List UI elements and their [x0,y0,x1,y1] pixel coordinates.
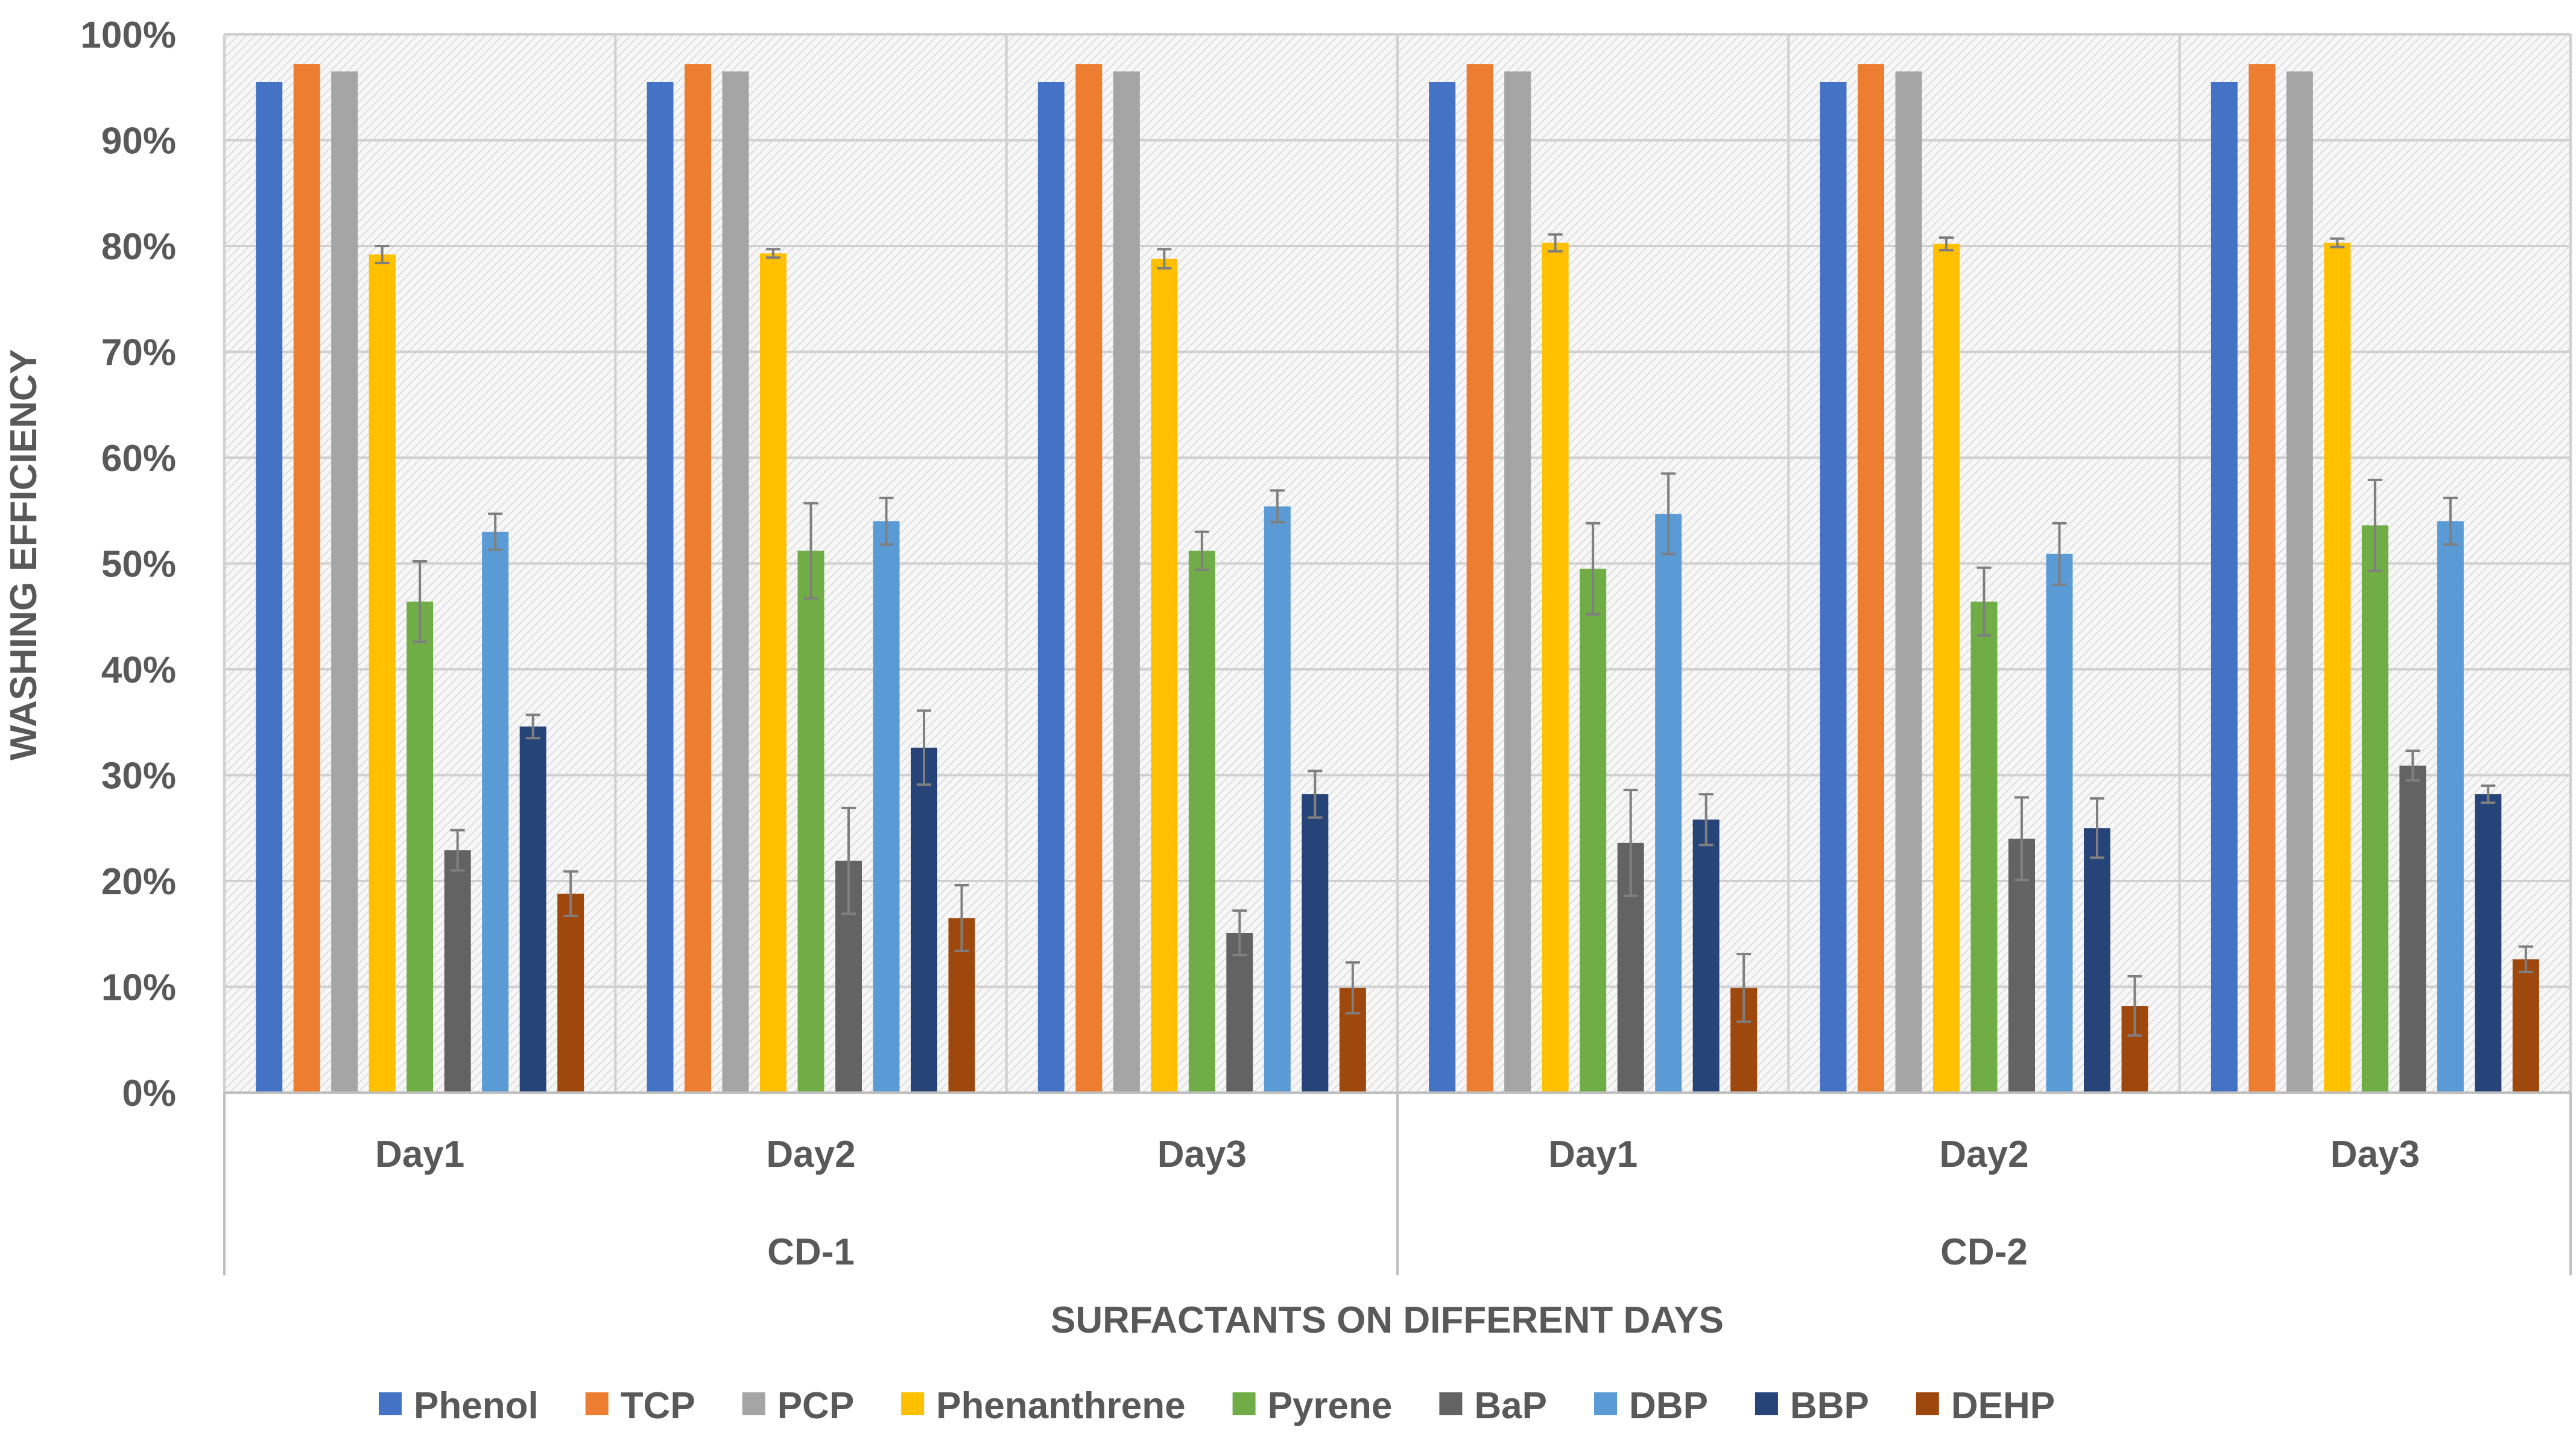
legend-swatch [585,1392,609,1415]
bar [1820,81,1847,1093]
legend: Phenol TCP PCP Phenanthrene Pyrene BaP DBP BBP D… [379,1385,2055,1427]
legend-label: BaP [1474,1385,1547,1427]
bar [519,726,546,1093]
legend-label: Phenanthrene [936,1385,1185,1427]
legend-label: TCP [621,1385,695,1427]
bar [911,747,937,1093]
legend-item: BaP [1439,1385,1547,1427]
legend-swatch [742,1392,765,1415]
bar [2437,521,2464,1093]
legend-item: Phenanthrene [901,1385,1186,1427]
y-tick-label: 20% [101,861,176,903]
y-tick-label: 40% [101,649,176,691]
bar [2324,242,2351,1093]
bar [1858,64,1884,1093]
legend-label: PCP [777,1385,854,1427]
y-tick-label: 70% [101,332,176,374]
legend-swatch [1232,1392,1256,1415]
legend-item: TCP [585,1385,695,1427]
bar [1466,64,1493,1093]
bar [2210,81,2238,1093]
bar [557,894,584,1093]
bar [1226,932,1253,1093]
legend-item: Pyrene [1232,1385,1393,1427]
legend-label: DEHP [1951,1385,2055,1427]
x-tick-label: Day2 [1939,1134,2028,1175]
y-tick-label: 10% [101,967,176,1009]
bar [369,254,396,1093]
legend-swatch [1439,1392,1463,1415]
bar [647,81,674,1093]
legend-label: Phenol [414,1385,539,1427]
group-label: CD-1 [767,1231,855,1273]
x-tick-label: Day3 [1157,1134,1247,1175]
bar [1655,514,1682,1093]
legend-swatch [1755,1392,1778,1415]
legend-swatch [1916,1392,1939,1415]
bar [2046,554,2073,1093]
x-tick-label: Day2 [766,1134,855,1175]
bar [797,551,824,1093]
bar [2248,64,2276,1093]
bar [1113,71,1140,1093]
bar [1580,569,1607,1093]
y-tick-label: 100% [80,14,176,56]
legend-item: DBP [1594,1385,1708,1427]
bar [722,71,749,1093]
bar [1075,64,1103,1093]
bar [1037,81,1065,1093]
legend-label: Pyrene [1268,1385,1393,1427]
bar [482,531,509,1093]
bar [2512,959,2539,1093]
legend-swatch [901,1392,925,1415]
x-tick-label: Day1 [375,1134,464,1175]
bar [1264,506,1291,1093]
bar [1302,794,1329,1093]
legend-swatch [1594,1392,1618,1415]
bar [1151,259,1178,1093]
y-tick-label: 60% [101,438,176,479]
bar [293,64,320,1093]
bar [2084,828,2110,1093]
bar [2475,794,2502,1093]
bar [873,521,900,1093]
bar [1542,242,1569,1093]
bar [760,253,786,1093]
bar [1933,244,1960,1093]
bar [2399,765,2426,1093]
bar [444,850,471,1093]
bar [1188,551,1215,1093]
legend-label: DBP [1629,1385,1708,1427]
bar [2361,525,2388,1093]
bar [1504,71,1531,1093]
legend-item: Phenol [379,1385,539,1427]
x-axis-title: SURFACTANTS ON DIFFERENT DAYS [1051,1299,1724,1341]
group-label: CD-2 [1940,1231,2028,1273]
x-tick-label: Day1 [1548,1134,1638,1175]
bar [331,71,358,1093]
y-axis-title: WASHING EFFICIENCY [3,349,45,760]
y-tick-label: 30% [101,756,176,797]
bar [2286,71,2313,1093]
x-tick-label: Day3 [2331,1134,2420,1175]
bar [407,601,434,1093]
legend-swatch [379,1392,402,1415]
legend-item: DEHP [1916,1385,2055,1427]
legend-item: PCP [742,1385,854,1427]
bar [1895,71,1922,1093]
y-tick-label: 90% [101,121,176,162]
bar [1429,81,1456,1093]
y-tick-label: 0% [122,1073,176,1114]
legend-item: BBP [1755,1385,1869,1427]
bar [685,64,711,1093]
bar [1970,601,1998,1093]
y-tick-label: 50% [101,544,176,586]
y-tick-label: 80% [101,226,176,268]
legend-label: BBP [1790,1385,1869,1427]
bar [256,81,283,1093]
bar [1692,819,1720,1093]
